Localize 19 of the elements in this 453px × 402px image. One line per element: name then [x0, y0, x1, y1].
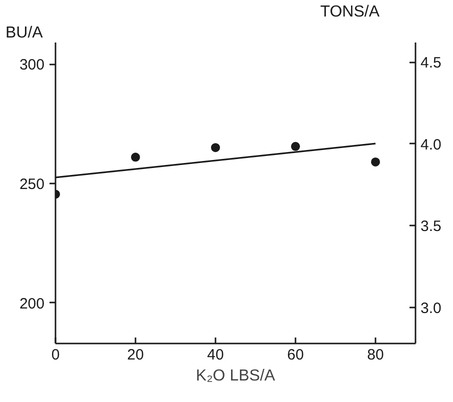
y2-tick-label: 4.5 — [420, 54, 442, 72]
y-tick-label: 300 — [19, 56, 45, 74]
y-axis-title: BU/A — [6, 24, 44, 42]
point — [291, 142, 300, 151]
y-tick-label: 250 — [19, 176, 45, 193]
y2-tick-label: 4.0 — [420, 136, 442, 154]
y-tick-label: 200 — [19, 295, 45, 312]
x-axis-title: K₂O LBS/A — [196, 368, 276, 384]
x-tick-label: 60 — [287, 346, 304, 364]
x-tick-label: 40 — [207, 346, 224, 364]
point — [211, 143, 220, 152]
x-tick-label: 20 — [127, 346, 144, 364]
x-tick-label: 0 — [51, 346, 60, 364]
point — [131, 152, 140, 162]
y2-axis-title: TONS/A — [320, 4, 380, 20]
y2-tick-label: 3.0 — [420, 300, 442, 318]
y2-tick-label: 3.5 — [420, 218, 442, 236]
x-tick-label: 80 — [367, 346, 384, 364]
point — [371, 157, 380, 166]
